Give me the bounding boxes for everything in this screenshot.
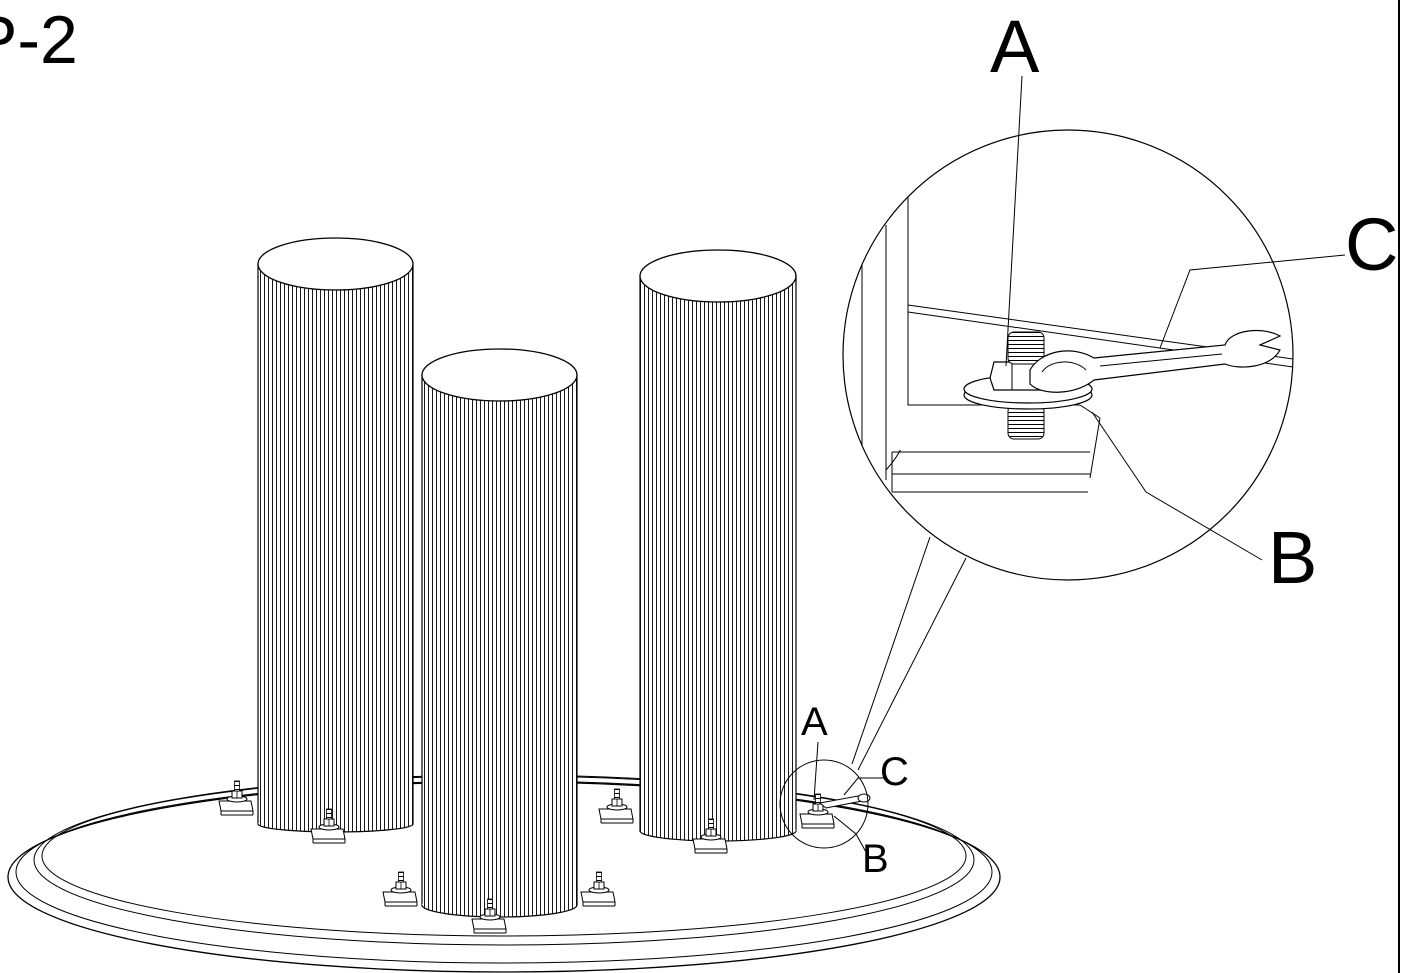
column-middle — [421, 348, 578, 918]
callout-c-small: C — [880, 750, 909, 794]
detail-view — [842, 129, 1294, 581]
step-title: P-2 — [0, 2, 78, 78]
leader-b-small — [833, 815, 867, 853]
column-right — [639, 249, 797, 842]
callout-c-detail: C — [1345, 203, 1398, 286]
callout-a-detail: A — [990, 5, 1040, 88]
leader-c-small — [843, 777, 884, 796]
leader-a-detail — [1005, 75, 1023, 367]
detail-circle-small — [779, 759, 869, 849]
leader-b-detail — [1091, 411, 1263, 561]
callout-b-detail: B — [1268, 516, 1317, 599]
column-left — [257, 237, 414, 833]
callout-b-small: B — [862, 837, 889, 881]
leader-c-detail — [1159, 254, 1346, 349]
connector-line — [857, 557, 967, 771]
leader-a-small — [813, 741, 819, 801]
page-border — [1398, 0, 1400, 973]
connector-line — [851, 536, 931, 765]
callout-a-small: A — [801, 700, 828, 744]
